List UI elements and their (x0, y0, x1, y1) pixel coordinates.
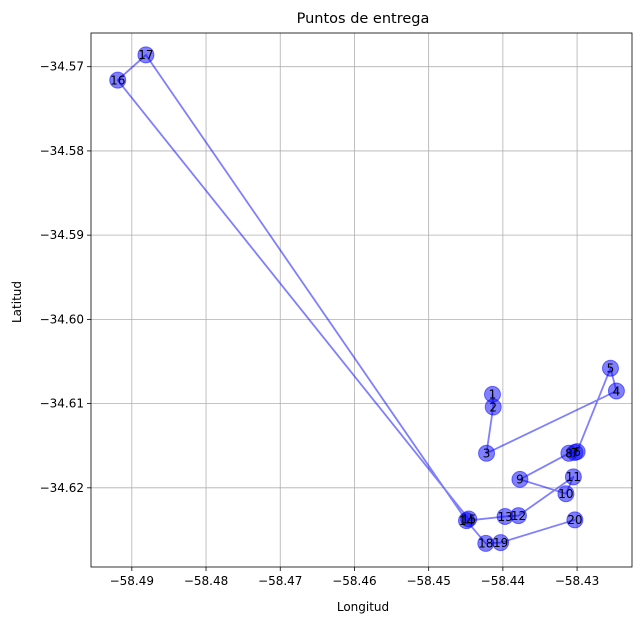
point-label: 20 (567, 513, 582, 527)
point-label: 8 (565, 447, 573, 461)
point-marker (496, 507, 514, 525)
x-tick-label: −58.43 (555, 574, 599, 588)
x-tick-label: −58.48 (184, 574, 228, 588)
plot-frame (90, 32, 633, 568)
point-label: 7 (571, 446, 579, 460)
x-tick-label: −58.46 (332, 574, 376, 588)
point-label: 18 (478, 537, 493, 551)
point-marker (484, 398, 502, 416)
point-label: 12 (511, 509, 526, 523)
x-tick-label: −58.44 (481, 574, 525, 588)
point-label: 9 (516, 473, 524, 487)
point-label: 2 (489, 400, 497, 414)
point-label: 1 (489, 388, 497, 402)
route-lines (116, 54, 618, 545)
point-label: 14 (459, 514, 474, 528)
point-label: 15 (461, 512, 476, 526)
x-axis-label: Longitud (337, 600, 389, 614)
point-marker (566, 511, 584, 529)
point-marker (460, 510, 478, 528)
point-label: 19 (493, 536, 508, 550)
point-label: 17 (138, 48, 153, 62)
chart-title: Puntos de entrega (297, 11, 430, 27)
point-marker (607, 382, 625, 400)
axis-ticks: −58.49 −58.48 −58.47 −58.46 −58.45 −58.44 −58.… (40, 60, 600, 588)
point-marker (109, 71, 127, 89)
point-label: 3 (483, 447, 491, 461)
point-marker (557, 485, 575, 503)
y-tick-label: −34.61 (40, 397, 84, 411)
point-marker (601, 359, 619, 377)
y-axis-label: Latitud (10, 281, 24, 323)
point-marker (478, 444, 496, 462)
point-label: 16 (110, 73, 125, 87)
x-tick-label: −58.45 (406, 574, 450, 588)
point-marker (564, 468, 582, 486)
point-marker (560, 444, 578, 462)
point-marker (511, 470, 529, 488)
y-tick-label: −34.60 (40, 312, 84, 326)
point-marker (492, 534, 510, 552)
point-label: 11 (566, 470, 581, 484)
x-tick-label: −58.47 (258, 574, 302, 588)
point-label: 10 (558, 487, 573, 501)
point-label: 5 (607, 362, 615, 376)
grid (91, 33, 632, 567)
y-tick-label: −34.58 (40, 144, 84, 158)
x-tick-label: −58.49 (110, 574, 154, 588)
y-tick-label: −34.57 (40, 60, 84, 74)
point-label: 4 (613, 384, 621, 398)
point-label: 6 (573, 445, 581, 459)
y-tick-label: −34.59 (40, 228, 84, 242)
y-tick-label: −34.62 (40, 481, 84, 495)
point-label: 13 (497, 510, 512, 524)
point-marker (137, 46, 155, 64)
route-line (116, 54, 618, 545)
